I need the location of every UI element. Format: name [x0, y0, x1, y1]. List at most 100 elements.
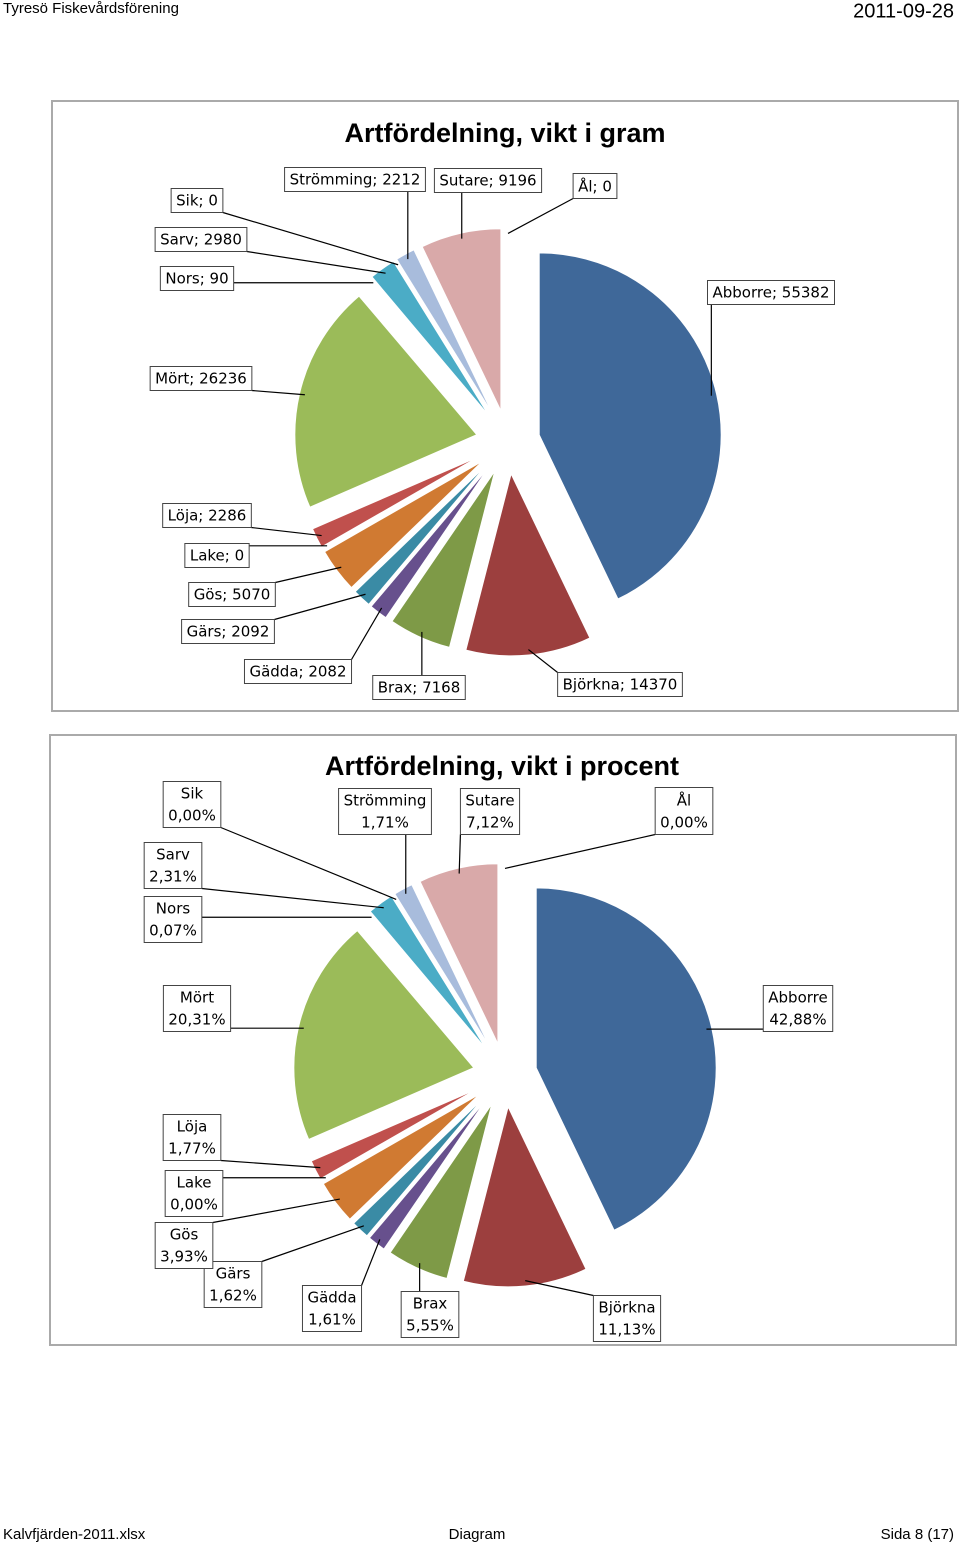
data-label: Gös; 5070 [188, 582, 276, 607]
leader-line [246, 250, 386, 274]
leader-line [458, 834, 462, 874]
pie-slice [323, 460, 483, 589]
category-label: Lake [177, 1174, 212, 1192]
category-label: Sutare [465, 792, 514, 810]
category-label: Brax [413, 1295, 448, 1313]
data-label: Mört; 26236 [149, 366, 253, 391]
value-label: 0,00% [660, 814, 708, 832]
value-label: Strömming; 2212 [290, 171, 421, 189]
pie-slice [311, 455, 480, 548]
data-label: Sutare; 9196 [433, 168, 543, 193]
category-label: Björkna [598, 1299, 655, 1317]
leader-line [201, 887, 384, 909]
value-label: 0,00% [170, 1196, 218, 1214]
value-label: Gärs; 2092 [187, 623, 270, 641]
pie-slice [322, 1093, 480, 1220]
leader-lines [222, 191, 712, 676]
label-box [162, 503, 252, 528]
footer-right: Sida 8 (17) [881, 1526, 954, 1543]
leader-line [528, 649, 559, 673]
category-label: Sik [181, 785, 204, 803]
leader-line [275, 566, 342, 584]
footer-left: Kalvfjärden-2011.xlsx [3, 1526, 146, 1543]
pie-slice [370, 467, 490, 619]
data-label: Sik 0,00% [162, 781, 222, 828]
pie-slice [293, 929, 475, 1141]
data-label: Sarv 2,31% [143, 842, 203, 889]
leader-line [504, 833, 656, 869]
leader-line [212, 1198, 340, 1224]
pie-slice [396, 249, 494, 415]
data-label: Nors 0,07% [143, 896, 203, 943]
pie-slice [371, 260, 490, 417]
value-label: 42,88% [769, 1011, 826, 1029]
data-label: Gädda 1,61% [301, 1285, 363, 1332]
pie-slice [310, 1088, 477, 1180]
label-box [243, 659, 353, 684]
value-label: 5,55% [406, 1317, 454, 1335]
label-box [184, 543, 250, 568]
value-label: Mört; 26236 [155, 370, 247, 388]
label-box [143, 842, 203, 889]
label-box [162, 1114, 222, 1161]
value-label: Abborre; 55382 [713, 284, 830, 302]
leader-line [360, 1239, 381, 1286]
value-label: Brax; 7168 [378, 679, 461, 697]
pie-slice [465, 472, 591, 657]
pie-slice [354, 465, 487, 606]
label-box [149, 366, 253, 391]
pie-slice [369, 895, 487, 1050]
pie-slice [322, 457, 481, 549]
value-label: Nors; 90 [165, 270, 228, 288]
leader-line [220, 826, 397, 900]
category-label: Ål [677, 791, 691, 810]
value-label: 1,71% [361, 814, 409, 832]
pie-slice [294, 295, 478, 508]
data-label: Ål; 0 [572, 173, 618, 199]
leader-line [507, 197, 574, 234]
value-label: 2,31% [149, 868, 197, 886]
data-labels: Abborre; 55382 Björkna; 14370 Brax; 7168 Gä… [149, 167, 835, 700]
label-box [433, 168, 543, 193]
header-left: Tyresö Fiskevårdsförening [3, 0, 179, 17]
pie-slice [538, 252, 722, 600]
pie-slice [368, 1100, 487, 1250]
data-label: Ål 0,00% [654, 787, 714, 835]
label-box [164, 1170, 224, 1217]
label-box [400, 1291, 460, 1338]
label-box [762, 985, 834, 1032]
chart-title: Artfördelning, vikt i gram [344, 118, 665, 148]
category-label: Sarv [156, 846, 190, 864]
value-label: 7,12% [466, 814, 514, 832]
value-label: Björkna; 14370 [563, 676, 678, 694]
value-label: 11,13% [598, 1321, 655, 1339]
footer-center: Diagram [449, 1526, 506, 1543]
label-box [654, 787, 714, 835]
label-box [338, 788, 432, 835]
data-label: Björkna; 14370 [557, 672, 683, 697]
category-label: Strömming [344, 792, 427, 810]
label-box [572, 173, 618, 199]
chart-title: Artfördelning, vikt i procent [325, 751, 679, 781]
value-label: 1,62% [209, 1287, 257, 1305]
pie-slice [421, 228, 502, 412]
label-box [707, 280, 835, 305]
label-box [301, 1285, 363, 1332]
leader-lines [201, 826, 764, 1297]
value-label: Löja; 2286 [168, 507, 247, 525]
value-label: 1,77% [168, 1140, 216, 1158]
label-box [162, 781, 222, 828]
label-box [154, 1222, 214, 1269]
value-label: 0,00% [168, 807, 216, 825]
label-box [372, 675, 466, 700]
value-label: Sutare; 9196 [439, 172, 536, 190]
data-label: Löja; 2286 [162, 503, 252, 528]
pie-slice [352, 1098, 484, 1237]
data-label: Brax; 7168 [372, 675, 466, 700]
pie-slice [462, 1105, 587, 1288]
data-label: Gärs 1,62% [203, 1261, 263, 1308]
leader-line [251, 526, 322, 537]
data-label: Gädda; 2082 [243, 659, 353, 684]
